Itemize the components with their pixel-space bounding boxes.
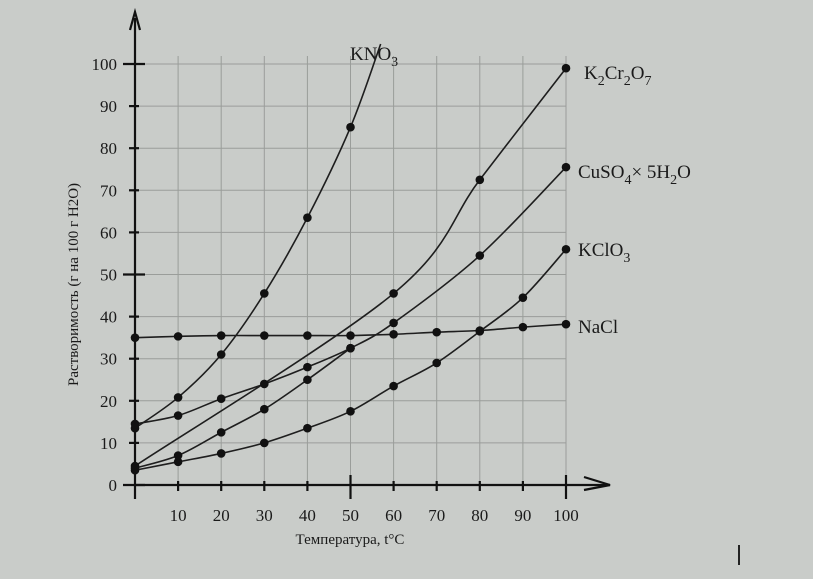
series-line-KClO3-early-branch	[134, 347, 351, 469]
data-point-KClO3-early-branch	[216, 428, 226, 437]
x-tick-label: 100	[553, 506, 579, 525]
data-point-KClO3-early-branch	[303, 375, 312, 385]
data-point-CuSO4×5H2O	[216, 394, 226, 403]
y-axis-arrow	[128, 7, 142, 31]
data-point-KClO3	[432, 358, 442, 368]
y-axis-title: Растворимость (г на 100 г H2O)	[66, 183, 82, 386]
data-point-KClO3	[216, 449, 226, 458]
y-tick-label: 80	[100, 139, 117, 158]
text-cursor-mark	[738, 545, 740, 565]
data-point-CuSO4×5H2O	[173, 411, 183, 420]
x-axis-arrow	[583, 475, 611, 492]
y-tick-label: 100	[92, 55, 118, 74]
data-point-CuSO4×5H2O	[561, 162, 571, 172]
series-label-NaCl: NaCl	[578, 317, 618, 338]
data-point-NaCl	[173, 332, 183, 341]
data-point-K2Cr2O7	[389, 289, 398, 298]
labels: KNO3 K2Cr2O7 CuSO4× 5H2O KClO3 NaCl	[350, 44, 691, 338]
data-point-NaCl	[260, 331, 269, 340]
data-point-NaCl	[216, 331, 226, 340]
data-point-K2Cr2O7	[475, 175, 485, 185]
grid	[135, 56, 567, 485]
y-tick-label: 20	[100, 392, 117, 411]
y-tick-label: 40	[100, 308, 117, 327]
data-point-KClO3-early-branch	[173, 451, 183, 460]
series-label-K2Cr2O7: K2Cr2O7	[584, 63, 651, 89]
x-tick-label: 40	[299, 506, 316, 525]
series-label-KNO3: KNO3	[350, 44, 398, 70]
y-tick-label: 70	[100, 181, 117, 200]
y-tick-label: 50	[100, 266, 117, 285]
data-point-KClO3	[173, 457, 183, 467]
series-line-K2Cr2O7	[134, 67, 567, 467]
data-point-KNO3	[303, 213, 312, 222]
data-point-NaCl	[561, 319, 571, 329]
x-tick-label: 20	[213, 506, 230, 525]
data-points	[130, 63, 571, 475]
x-tick-label: 90	[514, 506, 531, 525]
data-point-NaCl	[389, 329, 398, 339]
series-label-KClO3: KClO3	[578, 240, 630, 266]
data-point-KClO3-early-branch	[346, 343, 355, 353]
data-point-KClO3-early-branch	[260, 404, 269, 414]
x-tick-label: 50	[342, 506, 359, 525]
data-point-KClO3	[389, 381, 398, 391]
y-tick-label: 10	[100, 434, 117, 453]
data-point-KNO3	[173, 393, 183, 402]
data-point-NaCl	[432, 327, 442, 337]
data-point-CuSO4×5H2O	[389, 318, 398, 328]
data-point-CuSO4×5H2O	[303, 362, 312, 372]
x-tick-label: 80	[471, 506, 488, 525]
axes: 0 10 20 30 40 50 60 70 80 90 100 10 20 30 40 50 60 70 80 90…	[66, 7, 611, 548]
data-point-KClO3	[346, 407, 355, 416]
x-tick-label: 60	[385, 506, 402, 525]
x-tick-label: 70	[428, 506, 445, 525]
data-point-CuSO4×5H2O	[260, 379, 269, 389]
y-tick-label: 0	[109, 476, 118, 495]
data-point-NaCl	[303, 331, 312, 340]
data-point-KClO3	[561, 244, 571, 254]
data-point-NaCl	[130, 333, 140, 342]
data-point-KClO3	[260, 438, 269, 448]
x-axis-title: Температура, t°C	[296, 532, 405, 548]
y-tick-label: 90	[100, 97, 117, 116]
data-point-KNO3	[346, 122, 355, 132]
y-tick-label: 60	[100, 223, 117, 242]
data-point-NaCl	[475, 326, 485, 335]
data-point-KNO3	[216, 350, 226, 359]
data-point-NaCl	[346, 331, 355, 340]
data-point-KClO3	[518, 293, 528, 302]
data-point-NaCl	[518, 322, 528, 332]
data-point-KClO3-early-branch	[130, 463, 140, 473]
series-line-KNO3	[134, 43, 382, 429]
x-tick-label: 10	[170, 506, 187, 525]
data-point-CuSO4×5H2O	[130, 419, 140, 429]
data-point-KNO3	[260, 289, 269, 298]
data-point-K2Cr2O7	[561, 63, 571, 73]
data-point-CuSO4×5H2O	[475, 251, 485, 260]
series-label-CuSO4×5H2O: CuSO4× 5H2O	[578, 162, 691, 188]
x-tick-label: 30	[256, 506, 273, 525]
data-point-KClO3	[303, 423, 312, 433]
y-tick-label: 30	[100, 350, 117, 369]
